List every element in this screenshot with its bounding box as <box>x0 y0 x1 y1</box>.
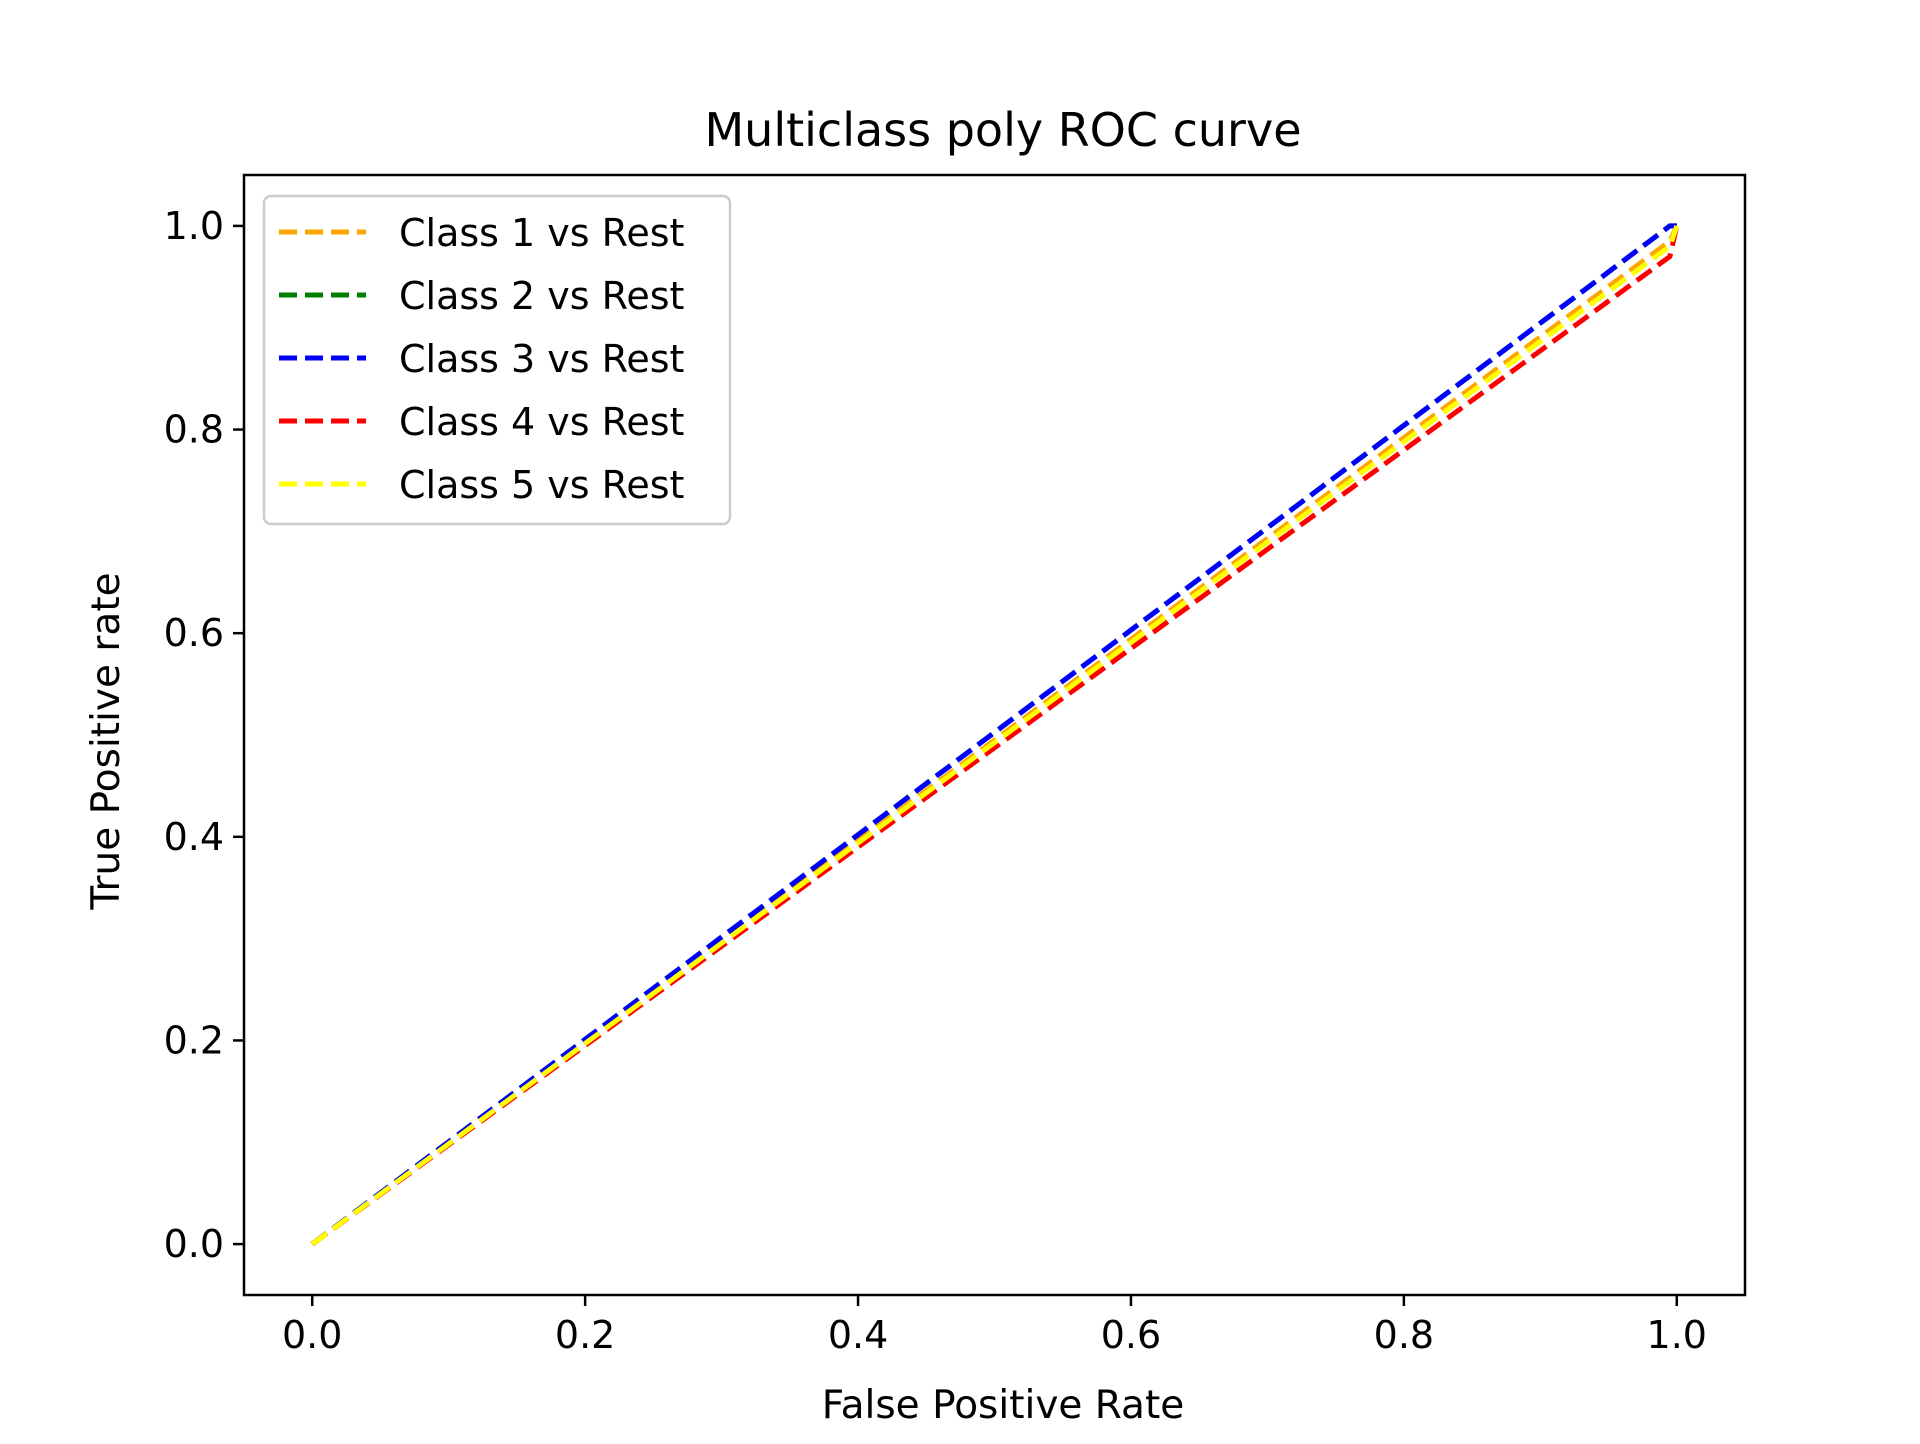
x-tick-label: 0.6 <box>1101 1313 1161 1357</box>
x-axis-ticks: 0.0 0.2 0.4 0.6 0.8 1.0 <box>282 1295 1707 1357</box>
plot-series <box>310 223 1680 1247</box>
chart-title: Multiclass poly ROC curve <box>704 103 1301 157</box>
legend-label-class-5: Class 5 vs Rest <box>399 463 684 507</box>
x-tick-label: 0.2 <box>555 1313 615 1357</box>
y-axis-ticks: 0.0 0.2 0.4 0.6 0.8 1.0 <box>164 204 244 1266</box>
y-tick-label: 0.6 <box>164 611 224 655</box>
legend-label-class-1: Class 1 vs Rest <box>399 211 684 255</box>
y-axis-label: True Positive rate <box>84 572 129 910</box>
x-tick-label: 0.4 <box>828 1313 888 1357</box>
y-tick-label: 0.2 <box>164 1018 224 1062</box>
x-axis-label: False Positive Rate <box>822 1383 1184 1428</box>
legend-label-class-3: Class 3 vs Rest <box>399 337 684 381</box>
legend-box <box>262 194 732 526</box>
legend-label-class-4: Class 4 vs Rest <box>399 400 684 444</box>
x-tick-label: 0.8 <box>1374 1313 1434 1357</box>
y-tick-label: 1.0 <box>164 204 224 248</box>
y-tick-label: 0.4 <box>164 815 224 859</box>
x-tick-label: 0.0 <box>282 1313 342 1357</box>
x-tick-label: 1.0 <box>1647 1313 1707 1357</box>
legend-label-class-2: Class 2 vs Rest <box>399 274 684 318</box>
y-tick-label: 0.8 <box>164 408 224 452</box>
legend: Class 1 vs Rest Class 2 vs Rest Class 3 vs… <box>262 194 732 526</box>
y-tick-label: 0.0 <box>164 1222 224 1266</box>
plot-frame <box>242 173 1747 1297</box>
series-line-class-5 <box>310 225 1680 1247</box>
